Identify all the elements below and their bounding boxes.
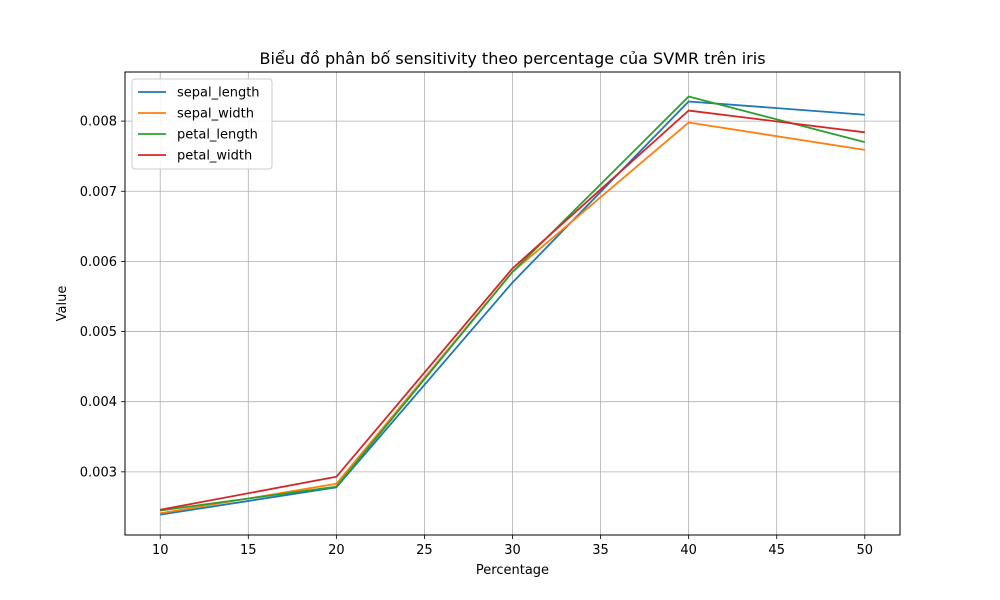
- y-tick-label: 0.007: [80, 185, 117, 200]
- series-line-petal-width: [160, 109, 865, 511]
- y-tick-label: 0.005: [80, 325, 117, 340]
- chart-title: Biểu đồ phân bố sensitivity theo percent…: [259, 49, 765, 68]
- y-tick-label: 0.006: [80, 255, 117, 270]
- series-line-petal-length: [160, 95, 865, 512]
- series-line-sepal-length: [160, 100, 865, 516]
- legend-label: sepal_width: [177, 107, 254, 122]
- x-tick-label: 30: [504, 543, 521, 558]
- legend-label: petal_length: [177, 128, 258, 143]
- y-tick-label: 0.003: [80, 465, 117, 480]
- x-tick-label: 35: [592, 543, 609, 558]
- legend-label: sepal_length: [177, 86, 260, 101]
- y-tick-label: 0.004: [80, 395, 117, 410]
- x-tick-label: 10: [152, 543, 169, 558]
- x-tick-label: 50: [856, 543, 873, 558]
- axis-ticks: 10 15 20 25 30 35 40 45 50 0.003 0.004 0.005 0.006 0.…: [80, 115, 873, 558]
- x-axis-label: Percentage: [476, 563, 549, 578]
- x-tick-label: 25: [416, 543, 433, 558]
- x-tick-label: 15: [240, 543, 257, 558]
- x-tick-label: 40: [680, 543, 697, 558]
- legend: sepal_length sepal_width petal_lengthpetal…: [131, 78, 273, 170]
- y-tick-label: 0.008: [80, 115, 117, 130]
- legend-label: petal_width: [177, 149, 252, 164]
- x-tick-label: 20: [328, 543, 345, 558]
- legend-box: [131, 78, 273, 170]
- y-axis-label: Value: [55, 286, 70, 322]
- x-tick-label: 45: [768, 543, 785, 558]
- series-lines: [160, 95, 865, 516]
